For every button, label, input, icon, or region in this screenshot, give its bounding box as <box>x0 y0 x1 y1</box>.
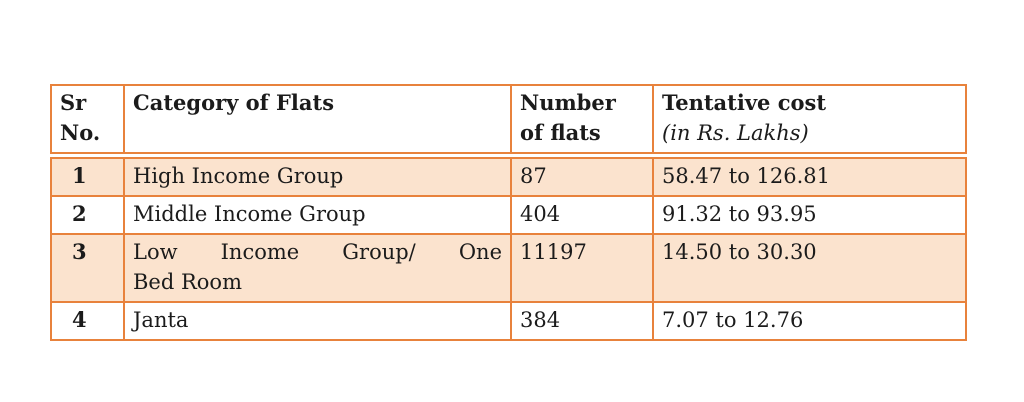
cell-category: High Income Group <box>123 154 512 197</box>
flats-table: Sr No. Category of Flats Number of flats… <box>50 84 967 341</box>
table-row-4: 4 Janta 384 7.07 to 12.76 <box>50 301 967 341</box>
table-row-1: 1 High Income Group 87 58.47 to 126.81 <box>50 154 967 197</box>
cell-flats: 384 <box>510 301 654 341</box>
cell-sr: 2 <box>50 195 125 235</box>
cell-flats: 87 <box>510 154 654 197</box>
cell-category: Low Income Group/ One Bed Room <box>123 233 512 303</box>
cell-category-line1: Low Income Group/ One <box>133 240 502 264</box>
col-header-tentative-cost: Tentative cost (in Rs. Lakhs) <box>652 84 967 159</box>
cell-category: Middle Income Group <box>123 195 512 235</box>
table-row-3: 3 Low Income Group/ One Bed Room 11197 1… <box>50 233 967 303</box>
cell-cost: 7.07 to 12.76 <box>652 301 967 341</box>
col-header-sr-line2: No. <box>60 120 101 145</box>
cell-category: Janta <box>123 301 512 341</box>
col-header-number-line2: of flats <box>520 120 601 145</box>
cell-flats: 11197 <box>510 233 654 303</box>
header-row: Sr No. Category of Flats Number of flats… <box>50 84 967 159</box>
cell-cost: 14.50 to 30.30 <box>652 233 967 303</box>
table-row-2: 2 Middle Income Group 404 91.32 to 93.95 <box>50 195 967 235</box>
col-header-number-line1: Number <box>520 90 616 115</box>
cell-category-line2: Bed Room <box>133 270 242 294</box>
col-header-cost-subtitle: (in Rs. Lakhs) <box>662 121 809 145</box>
col-header-number-of-flats: Number of flats <box>510 84 654 159</box>
col-header-cost-title: Tentative cost <box>662 90 827 115</box>
col-header-sr-no: Sr No. <box>50 84 125 159</box>
cell-sr: 1 <box>50 154 125 197</box>
cell-cost: 58.47 to 126.81 <box>652 154 967 197</box>
cell-cost: 91.32 to 93.95 <box>652 195 967 235</box>
col-header-category: Category of Flats <box>123 84 512 159</box>
col-header-sr-line1: Sr <box>60 90 87 115</box>
cell-flats: 404 <box>510 195 654 235</box>
cell-sr: 3 <box>50 233 125 303</box>
cell-sr: 4 <box>50 301 125 341</box>
